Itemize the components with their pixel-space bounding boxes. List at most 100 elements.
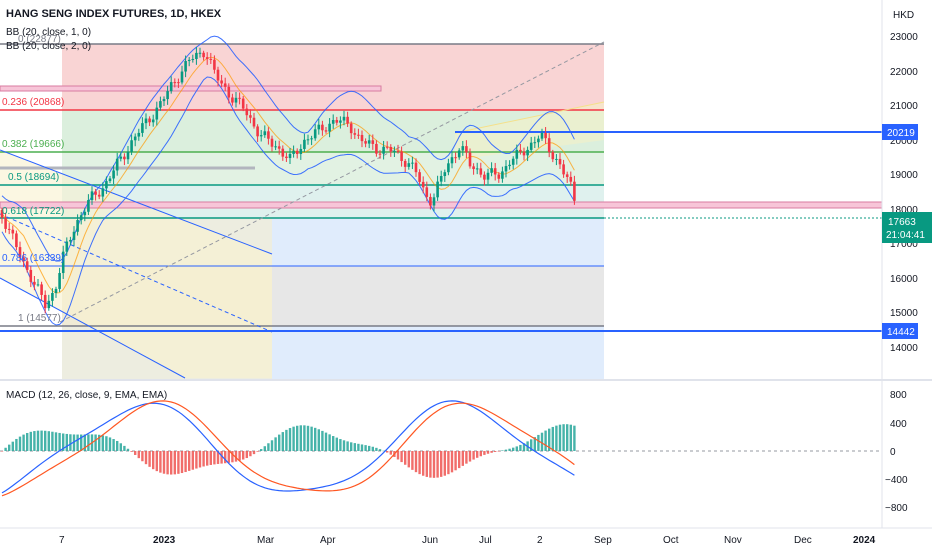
macd-bar (105, 436, 108, 451)
macd-bar (137, 451, 140, 459)
candle-body (321, 124, 324, 131)
macd-bar (188, 451, 191, 471)
candle-body (508, 164, 511, 167)
macd-bar (407, 451, 410, 468)
macd-bar (548, 428, 551, 451)
symbol-title[interactable]: HANG SENG INDEX FUTURES, 1D, HKEX (6, 8, 222, 20)
macd-bar (126, 448, 130, 451)
candle-body (285, 156, 288, 159)
candle-body (310, 138, 313, 140)
price-axis[interactable]: HKD 23000 22000 21000 20000 19000 18000 … (881, 0, 918, 528)
candle-body (245, 108, 249, 116)
macd-bar (184, 451, 187, 473)
candle-body (187, 59, 191, 62)
macd-bar (134, 451, 137, 455)
macd-bar (231, 451, 234, 463)
macd-bar (148, 451, 151, 467)
candle-body (421, 181, 425, 188)
macd-axis[interactable]: 800 400 0 −400 −800 (885, 390, 908, 514)
fib-label-0: 0 (22877) (18, 34, 61, 45)
price-tick: 15000 (890, 308, 918, 319)
trend-lines (0, 41, 605, 379)
candle-body (324, 130, 328, 132)
candle-body (33, 281, 36, 285)
macd-bar (285, 429, 288, 451)
candle-body (61, 251, 65, 274)
macd-bar (476, 451, 479, 458)
candle-body (205, 57, 209, 59)
macd-bar (299, 425, 302, 451)
candle-body (79, 215, 83, 221)
candle-body (479, 168, 483, 175)
candle-body (493, 168, 497, 175)
candle-body (277, 146, 281, 149)
macd-bar (357, 443, 360, 451)
macd-bar (224, 451, 227, 464)
candle-body (259, 135, 263, 137)
candle-body (270, 138, 274, 147)
candle-body (331, 119, 335, 124)
macd-bar (386, 451, 389, 453)
candle-body (83, 211, 87, 216)
candle-body (0, 210, 4, 218)
macd-bar (418, 451, 421, 475)
macd-bar (130, 451, 133, 452)
time-label: 7 (59, 535, 65, 546)
bar-countdown: 21:04:41 (886, 230, 925, 241)
candle-body (303, 139, 306, 149)
macd-bar (508, 448, 511, 451)
candle-body (396, 150, 400, 152)
macd-bar (364, 445, 367, 451)
bb-legend-1[interactable]: BB (20, close, 1, 0) (6, 27, 91, 38)
macd-bar (119, 443, 122, 451)
candle-body (526, 149, 529, 156)
macd-bar (360, 444, 364, 451)
macd-bar (54, 432, 58, 451)
macd-bar (281, 432, 284, 451)
price-tick: 20000 (890, 136, 918, 147)
candle-body (241, 98, 245, 109)
macd-bar (339, 439, 342, 451)
macd-bar (332, 436, 335, 451)
macd-bar (141, 451, 144, 462)
macd-tick: 400 (890, 419, 907, 430)
candle-body (22, 257, 25, 262)
candle-body (486, 172, 490, 180)
macd-bar (436, 451, 439, 478)
candle-body (461, 146, 465, 151)
candle-body (180, 71, 184, 83)
bb-legend-2[interactable]: BB (20, close, 2, 0) (6, 41, 91, 52)
candle-body (335, 119, 339, 123)
macd-bar (321, 430, 324, 451)
macd-bar (562, 424, 565, 451)
candle-body (169, 82, 173, 92)
candle-body (562, 164, 565, 175)
candle-body (353, 133, 357, 135)
time-axis[interactable]: 7 2023 Mar Apr Jun Jul 2 Sep Oct Nov Dec… (0, 527, 932, 546)
macd-bar (166, 451, 169, 475)
candle-body (76, 220, 79, 232)
macd-bar (414, 451, 418, 473)
macd-legend[interactable]: MACD (12, 26, close, 9, EMA, EMA) (6, 390, 167, 401)
candle-body (256, 126, 259, 137)
macd-bar (288, 428, 292, 451)
candle-body (11, 229, 15, 234)
macd-bar (569, 424, 572, 451)
macd-bar (404, 451, 407, 465)
macd-bar (245, 451, 248, 459)
macd-bar (162, 451, 166, 474)
macd-bar (267, 443, 270, 451)
macd-bar (522, 443, 526, 451)
macd-bar (72, 434, 76, 451)
macd-bar (202, 451, 205, 467)
macd-bar (83, 434, 86, 451)
macd-bar (36, 430, 40, 451)
macd-bar (274, 437, 277, 451)
candle-body (432, 197, 436, 206)
macd-bar (51, 431, 54, 451)
bollinger-bands (1, 35, 575, 326)
macd-bar (26, 433, 29, 451)
candle-body (357, 134, 360, 136)
macd-bar (101, 435, 104, 451)
